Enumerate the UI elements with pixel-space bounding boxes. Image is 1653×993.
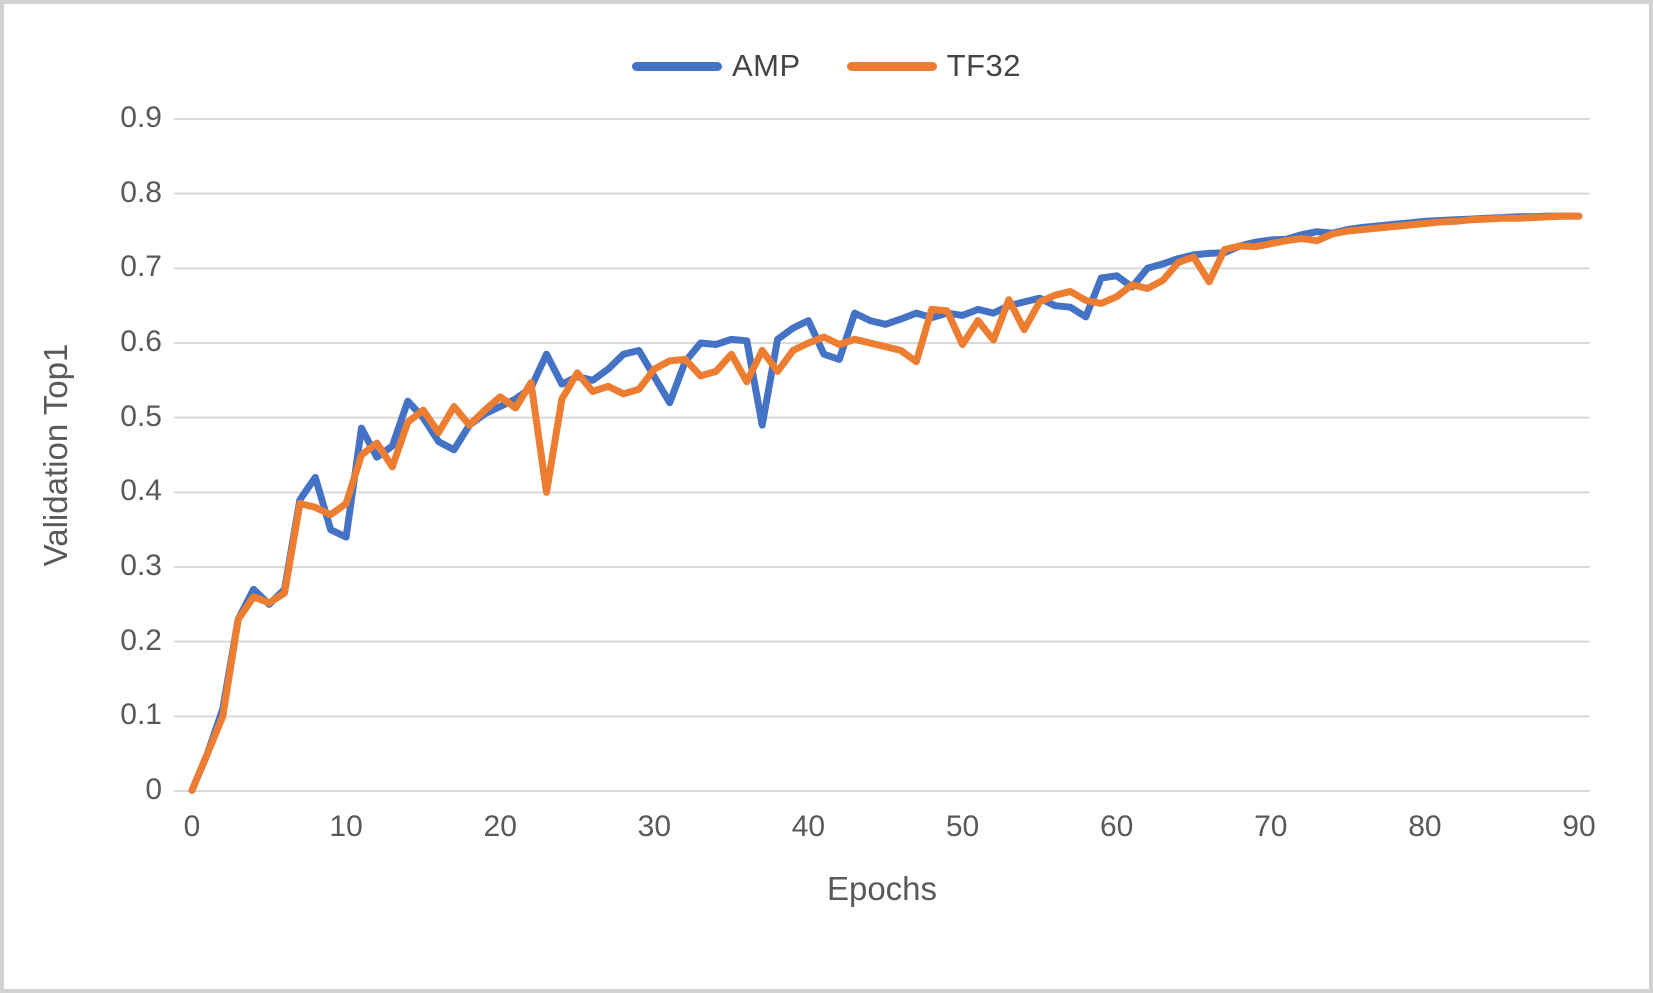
y-tick-label: 0.2 <box>120 623 162 657</box>
y-axis-title: Validation Top1 <box>37 343 74 567</box>
x-tick-label: 70 <box>1254 810 1288 843</box>
y-tick-label: 0.8 <box>120 175 162 209</box>
legend-line-swatch-icon <box>631 61 722 71</box>
x-tick-label: 50 <box>945 810 980 843</box>
y-tick-label: 0.9 <box>120 100 162 134</box>
y-tick-label: 0.6 <box>120 324 162 358</box>
y-tick-label: 0.7 <box>120 250 162 284</box>
x-tick-label: 90 <box>1562 810 1596 843</box>
x-tick-label: 0 <box>183 810 201 843</box>
x-tick-label: 10 <box>329 810 363 843</box>
y-tick-label: 0.1 <box>120 698 162 732</box>
legend-label: AMP <box>731 48 801 83</box>
y-tick-label: 0.4 <box>120 474 162 508</box>
x-tick-label: 80 <box>1408 810 1442 843</box>
y-tick-label: 0.5 <box>120 399 162 433</box>
x-tick-label: 30 <box>637 810 672 843</box>
series-line-amp <box>188 212 1583 794</box>
legend-label: TF32 <box>946 48 1022 83</box>
legend-item-amp: AMP <box>631 48 801 84</box>
x-tick-label: 40 <box>791 810 826 843</box>
y-tick-label: 0.3 <box>120 548 162 582</box>
x-tick-label: 20 <box>483 810 517 843</box>
chart-legend: AMP TF32 <box>4 48 1649 84</box>
legend-line-swatch-icon <box>846 61 937 71</box>
y-tick-label: 0 <box>145 773 162 806</box>
line-chart-plot-area <box>174 117 1590 794</box>
legend-item-tf32: TF32 <box>846 48 1022 84</box>
x-axis-title: Epochs <box>826 870 938 907</box>
series-line-tf32 <box>188 212 1583 794</box>
x-tick-label: 60 <box>1099 810 1134 843</box>
